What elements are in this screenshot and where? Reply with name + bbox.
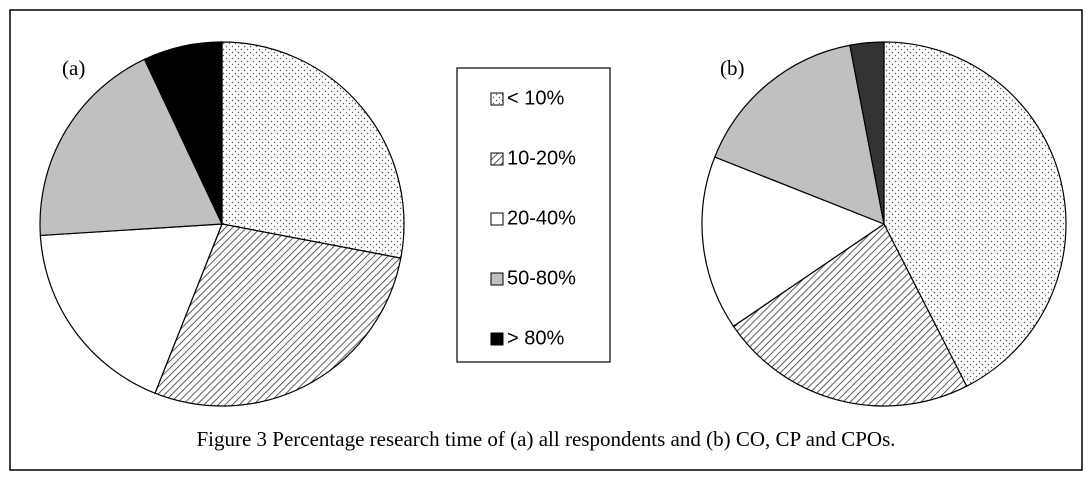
legend-swatch (490, 332, 504, 346)
pie-slice (39, 58, 223, 237)
caption: Figure 3 Percentage research time of (a)… (196, 427, 895, 451)
pie-label: (b) (720, 56, 745, 80)
legend-swatch (490, 272, 504, 286)
legend-swatch (490, 92, 504, 106)
legend-label: 50-80% (507, 267, 576, 289)
legend-swatch (490, 212, 504, 226)
legend-label: 20-40% (507, 207, 576, 229)
legend-box (456, 67, 611, 363)
pie-slice (883, 41, 1067, 387)
legend-label: > 80% (507, 327, 564, 349)
legend-label: 10-20% (507, 147, 576, 169)
pie-slice (714, 44, 885, 225)
pie-slice (221, 41, 405, 259)
pie-slice (732, 223, 968, 407)
pie-slice (154, 223, 402, 407)
legend-swatch (490, 152, 504, 166)
pie-label: (a) (62, 56, 85, 80)
pie-slice (849, 41, 885, 225)
pie-slice (39, 223, 223, 394)
legend-label: < 10% (507, 87, 564, 109)
pie-slice (701, 156, 886, 328)
pie-slice (143, 41, 223, 225)
